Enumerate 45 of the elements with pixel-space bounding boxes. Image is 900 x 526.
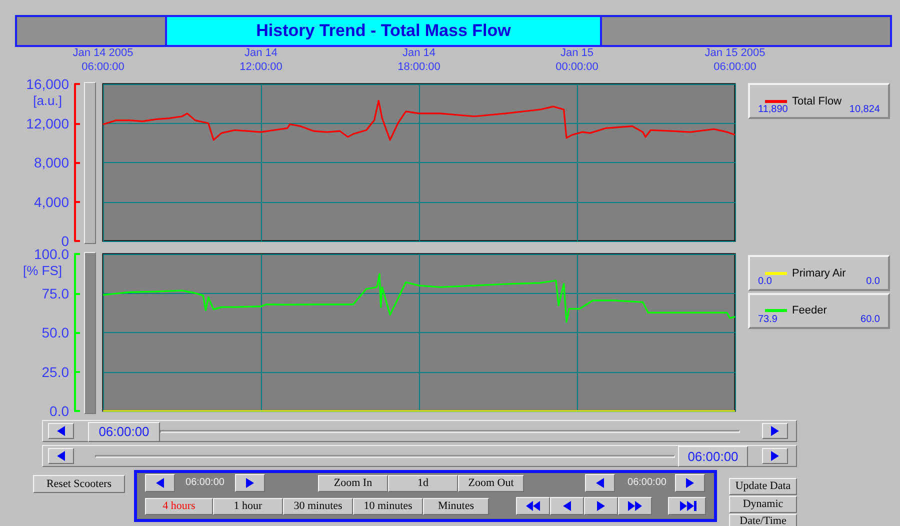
text: Date/Time <box>729 514 797 526</box>
y-tick-label: 4,000 <box>34 194 70 210</box>
text: 73.9 <box>758 314 778 325</box>
x-tick-label: Jan 14 12:00:00 <box>240 47 282 73</box>
line-series <box>102 273 736 323</box>
text: 06:00:00 <box>626 476 668 490</box>
text: 06:00:00 <box>678 446 748 467</box>
x-tick-label: Jan 14 18:00:00 <box>398 47 440 73</box>
y-tick-label: 8,000 <box>34 154 70 170</box>
chart-title: History Trend - Total Mass Flow <box>165 15 602 47</box>
text: Update Data <box>729 478 797 495</box>
text: Dynamic <box>729 496 797 513</box>
text: 60.0 <box>860 314 880 325</box>
text: Minutes <box>423 498 489 515</box>
y-axis-title: [% FS] <box>22 263 62 278</box>
text: 1d <box>388 475 458 492</box>
legend-label: Primary Air <box>792 268 846 280</box>
text: 10,824 <box>849 104 880 115</box>
text: Reset Scooters <box>33 475 125 493</box>
y-tick-label: 12,000 <box>26 115 70 132</box>
text: Zoom Out <box>458 475 524 492</box>
text: 06:00:00 <box>88 422 160 442</box>
text: 1 hour <box>213 498 283 515</box>
text: 06:00:00 <box>184 476 226 490</box>
y-tick-label: 75.0 <box>42 285 70 302</box>
y-tick-label: 50.0 <box>42 324 70 340</box>
y-tick-label: 25.0 <box>42 364 70 380</box>
legend-label: Feeder <box>792 304 828 316</box>
y-tick-label: 0 <box>61 233 70 249</box>
text: 11,890 <box>758 104 788 115</box>
x-tick-label: Jan 14 2005 06:00:00 <box>72 47 134 73</box>
text: 0.0 <box>758 276 772 287</box>
legend-label: Total Flow <box>792 96 842 108</box>
x-tick-label: Jan 15 2005 06:00:00 <box>704 47 766 73</box>
text: 10 minutes <box>353 498 423 515</box>
text: 4 hours <box>145 498 213 515</box>
text: 30 minutes <box>283 498 353 515</box>
text: 0.0 <box>866 276 880 287</box>
y-tick-label: 16,000 <box>26 76 70 92</box>
y-tick-label: 100.0 <box>34 246 70 262</box>
text: Zoom In <box>318 475 388 492</box>
line-series <box>102 100 736 141</box>
y-axis-title: [a.u.] <box>32 93 62 108</box>
x-tick-label: Jan 15 00:00:00 <box>556 47 598 73</box>
y-tick-label: 0.0 <box>50 403 70 419</box>
